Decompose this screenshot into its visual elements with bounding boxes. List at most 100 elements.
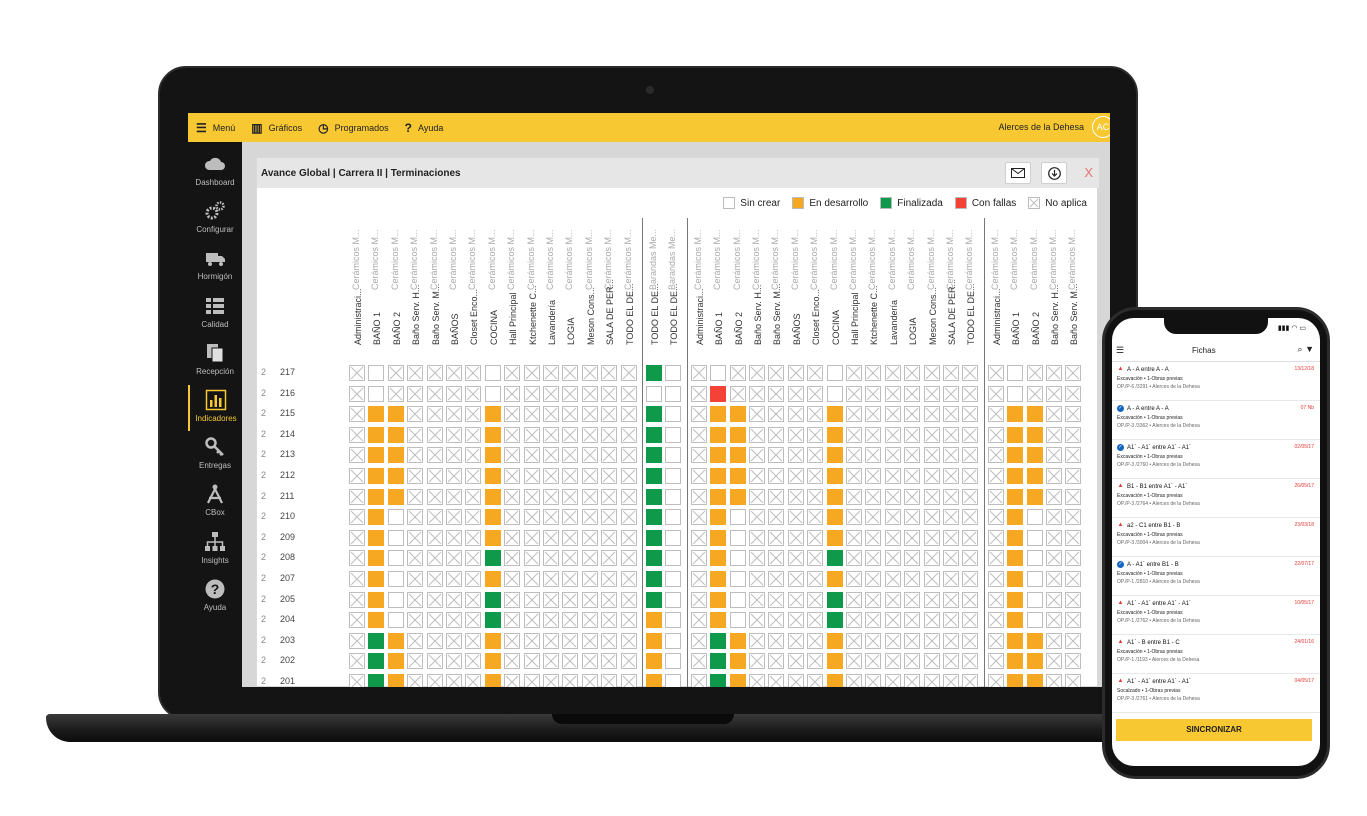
status-cell[interactable] bbox=[523, 550, 540, 567]
status-cell[interactable] bbox=[884, 653, 901, 670]
status-cell[interactable] bbox=[923, 488, 940, 505]
status-cell[interactable] bbox=[665, 550, 682, 567]
ficha-list-item[interactable]: ▲ A1´ - A1´ entre A1´ - A1´ 04/05/17 Socalz… bbox=[1112, 674, 1320, 713]
status-cell[interactable] bbox=[865, 529, 882, 546]
status-cell[interactable] bbox=[426, 426, 443, 443]
status-cell[interactable] bbox=[581, 468, 598, 484]
status-cell[interactable] bbox=[484, 385, 501, 402]
status-cell[interactable] bbox=[904, 653, 921, 670]
status-cell[interactable] bbox=[1026, 488, 1043, 505]
status-cell[interactable] bbox=[543, 653, 559, 670]
status-cell[interactable] bbox=[646, 653, 662, 670]
status-cell[interactable] bbox=[710, 406, 727, 423]
status-cell[interactable] bbox=[1026, 385, 1043, 402]
status-cell[interactable] bbox=[787, 488, 804, 505]
status-cell[interactable] bbox=[1046, 488, 1062, 505]
status-cell[interactable] bbox=[729, 653, 746, 670]
status-cell[interactable] bbox=[787, 468, 804, 484]
status-cell[interactable] bbox=[646, 385, 662, 402]
status-cell[interactable] bbox=[729, 612, 746, 629]
sidebar-item-entregas[interactable]: Entregas bbox=[188, 432, 242, 478]
status-cell[interactable] bbox=[846, 529, 862, 546]
status-cell[interactable] bbox=[646, 468, 662, 484]
status-cell[interactable] bbox=[465, 529, 482, 546]
status-cell[interactable] bbox=[807, 406, 824, 423]
status-cell[interactable] bbox=[368, 591, 385, 608]
status-cell[interactable] bbox=[904, 550, 921, 567]
status-cell[interactable] bbox=[349, 674, 365, 687]
status-cell[interactable] bbox=[601, 509, 618, 526]
status-cell[interactable] bbox=[1046, 653, 1062, 670]
status-cell[interactable] bbox=[807, 385, 824, 402]
status-cell[interactable] bbox=[646, 509, 662, 526]
status-cell[interactable] bbox=[729, 468, 746, 484]
status-cell[interactable] bbox=[1026, 571, 1043, 587]
status-cell[interactable] bbox=[729, 529, 746, 546]
status-cell[interactable] bbox=[768, 385, 785, 402]
status-cell[interactable] bbox=[987, 529, 1004, 546]
status-cell[interactable] bbox=[562, 591, 579, 608]
status-cell[interactable] bbox=[484, 653, 501, 670]
status-cell[interactable] bbox=[768, 674, 785, 687]
status-cell[interactable] bbox=[768, 426, 785, 443]
status-cell[interactable] bbox=[768, 365, 785, 381]
status-cell[interactable] bbox=[1026, 426, 1043, 443]
status-cell[interactable] bbox=[368, 612, 385, 629]
status-cell[interactable] bbox=[884, 468, 901, 484]
status-cell[interactable] bbox=[962, 406, 979, 423]
status-cell[interactable] bbox=[729, 550, 746, 567]
status-cell[interactable] bbox=[484, 447, 501, 464]
status-cell[interactable] bbox=[426, 447, 443, 464]
status-cell[interactable] bbox=[865, 571, 882, 587]
status-cell[interactable] bbox=[665, 591, 682, 608]
status-cell[interactable] bbox=[943, 612, 959, 629]
status-cell[interactable] bbox=[729, 591, 746, 608]
status-cell[interactable] bbox=[787, 550, 804, 567]
status-cell[interactable] bbox=[349, 365, 365, 381]
status-cell[interactable] bbox=[1007, 674, 1024, 687]
status-cell[interactable] bbox=[826, 365, 843, 381]
status-cell[interactable] bbox=[407, 591, 424, 608]
status-cell[interactable] bbox=[484, 365, 501, 381]
status-cell[interactable] bbox=[1065, 550, 1082, 567]
download-button[interactable] bbox=[1041, 162, 1067, 184]
status-cell[interactable] bbox=[987, 447, 1004, 464]
status-cell[interactable] bbox=[749, 447, 765, 464]
status-cell[interactable] bbox=[465, 591, 482, 608]
status-cell[interactable] bbox=[987, 591, 1004, 608]
status-cell[interactable] bbox=[1007, 529, 1024, 546]
status-cell[interactable] bbox=[646, 550, 662, 567]
status-cell[interactable] bbox=[581, 426, 598, 443]
status-cell[interactable] bbox=[465, 550, 482, 567]
status-cell[interactable] bbox=[865, 509, 882, 526]
status-cell[interactable] bbox=[646, 365, 662, 381]
status-cell[interactable] bbox=[768, 632, 785, 649]
status-cell[interactable] bbox=[387, 488, 404, 505]
status-cell[interactable] bbox=[543, 529, 559, 546]
status-cell[interactable] bbox=[368, 674, 385, 687]
status-cell[interactable] bbox=[710, 468, 727, 484]
status-cell[interactable] bbox=[465, 612, 482, 629]
status-cell[interactable] bbox=[504, 674, 521, 687]
status-cell[interactable] bbox=[749, 406, 765, 423]
status-cell[interactable] bbox=[884, 674, 901, 687]
status-cell[interactable] bbox=[749, 674, 765, 687]
status-cell[interactable] bbox=[646, 612, 662, 629]
status-cell[interactable] bbox=[543, 571, 559, 587]
status-cell[interactable] bbox=[865, 447, 882, 464]
status-cell[interactable] bbox=[768, 653, 785, 670]
status-cell[interactable] bbox=[407, 447, 424, 464]
status-cell[interactable] bbox=[904, 591, 921, 608]
sidebar-item-insights[interactable]: Insights bbox=[188, 527, 242, 573]
status-cell[interactable] bbox=[543, 612, 559, 629]
status-cell[interactable] bbox=[1065, 447, 1082, 464]
status-cell[interactable] bbox=[601, 591, 618, 608]
status-cell[interactable] bbox=[943, 488, 959, 505]
status-cell[interactable] bbox=[987, 488, 1004, 505]
status-cell[interactable] bbox=[749, 468, 765, 484]
status-cell[interactable] bbox=[923, 529, 940, 546]
sidebar-item-ayuda[interactable]: ? Ayuda bbox=[188, 574, 242, 620]
status-cell[interactable] bbox=[962, 653, 979, 670]
status-cell[interactable] bbox=[523, 529, 540, 546]
status-cell[interactable] bbox=[690, 571, 707, 587]
